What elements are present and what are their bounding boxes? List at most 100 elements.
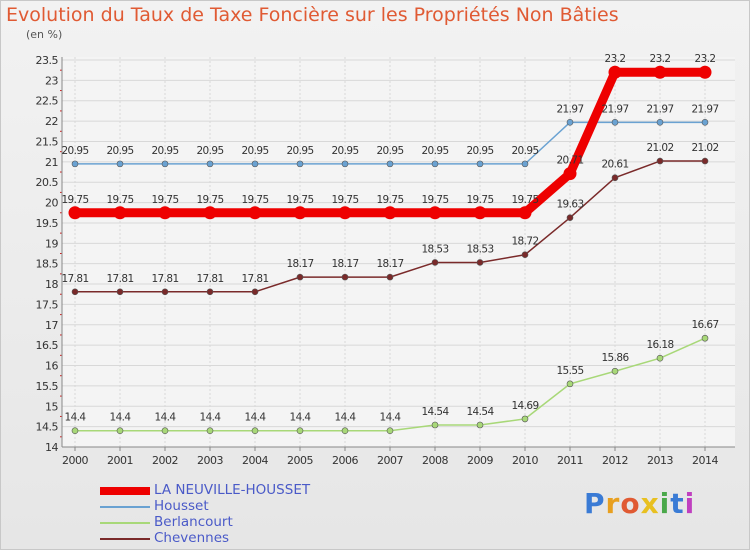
y-tick-label: 14.5 <box>36 421 59 434</box>
legend-label: Chevennes <box>154 530 230 546</box>
data-point <box>383 206 397 220</box>
data-label: 18.53 <box>466 243 493 255</box>
x-tick-label: 2005 <box>287 454 313 467</box>
logo-letter: i <box>659 487 671 520</box>
legend-item: LA NEUVILLE-HOUSSET <box>100 482 360 499</box>
data-point <box>206 427 214 435</box>
data-point <box>293 206 307 220</box>
data-point <box>566 119 574 126</box>
data-point <box>518 206 532 220</box>
logo-letter: t <box>670 487 685 520</box>
y-tick-label: 20.5 <box>36 176 59 189</box>
legend-label: LA NEUVILLE-HOUSSET <box>154 482 311 498</box>
data-label: 19.75 <box>466 194 493 206</box>
data-point <box>341 427 349 435</box>
y-tick-label: 21 <box>45 156 58 169</box>
data-point <box>566 214 574 221</box>
data-point <box>656 119 664 126</box>
y-tick-label: 15.5 <box>36 380 59 393</box>
data-point <box>296 160 304 168</box>
data-label: 14.4 <box>245 412 267 424</box>
data-point <box>611 119 619 126</box>
y-tick-label: 17.5 <box>36 298 59 311</box>
data-label: 20.95 <box>151 145 178 157</box>
data-label: 20.95 <box>376 145 403 157</box>
x-tick-label: 2003 <box>197 454 223 467</box>
data-label: 20.95 <box>241 145 268 157</box>
data-label: 19.75 <box>241 194 268 206</box>
logo-letter: x <box>640 487 660 520</box>
data-label: 23.2 <box>650 53 671 65</box>
data-point <box>608 65 622 79</box>
data-point <box>158 206 172 220</box>
data-point <box>68 206 82 220</box>
data-label: 19.75 <box>151 194 178 206</box>
data-label: 17.81 <box>61 273 88 285</box>
legend-swatch <box>100 487 150 495</box>
data-point <box>563 167 577 181</box>
data-point <box>341 273 349 281</box>
data-label: 14.4 <box>335 412 357 424</box>
data-label: 19.75 <box>511 194 538 206</box>
y-tick-label: 16 <box>45 360 58 373</box>
data-point <box>206 288 214 296</box>
proxiti-logo: Proxiti <box>584 487 695 520</box>
data-label: 21.97 <box>556 103 583 115</box>
data-point <box>611 174 619 182</box>
legend-item: Chevennes <box>100 530 360 547</box>
data-label: 15.55 <box>556 365 583 377</box>
data-label: 19.75 <box>61 194 88 206</box>
y-tick-label: 14 <box>45 441 58 454</box>
data-label: 20.95 <box>511 145 538 157</box>
data-point <box>701 334 709 342</box>
x-tick-label: 2013 <box>647 454 673 467</box>
data-point <box>251 427 259 435</box>
data-point <box>161 160 169 168</box>
data-label: 14.69 <box>511 400 538 412</box>
y-tick-label: 22 <box>45 115 58 128</box>
data-point <box>476 259 484 266</box>
data-point <box>296 273 304 281</box>
data-label: 21.02 <box>646 142 673 154</box>
legend-label: Berlancourt <box>154 514 233 530</box>
data-label: 14.4 <box>380 412 402 424</box>
data-label: 18.72 <box>511 236 538 248</box>
legend-item: Housset <box>100 498 360 515</box>
data-point <box>701 119 709 126</box>
data-label: 20.95 <box>286 145 313 157</box>
data-label: 21.97 <box>691 103 718 115</box>
data-label: 20.95 <box>196 145 223 157</box>
data-label: 14.4 <box>155 412 177 424</box>
x-tick-label: 2012 <box>602 454 628 467</box>
data-point <box>71 288 79 296</box>
y-tick-label: 18 <box>45 278 58 291</box>
data-point <box>161 427 169 435</box>
data-point <box>521 251 529 259</box>
data-label: 20.95 <box>421 145 448 157</box>
y-tick-label: 19.5 <box>36 217 59 230</box>
data-label: 18.17 <box>286 258 313 270</box>
data-point <box>473 206 487 220</box>
data-label: 21.02 <box>691 142 718 154</box>
data-label: 18.17 <box>376 258 403 270</box>
data-label: 17.81 <box>151 273 178 285</box>
data-point <box>698 65 712 79</box>
data-point <box>248 206 262 220</box>
y-tick-label: 20 <box>45 197 58 210</box>
legend-item: Berlancourt <box>100 514 360 531</box>
data-label: 17.81 <box>196 273 223 285</box>
logo-letter: P <box>584 487 606 520</box>
data-point <box>161 288 169 296</box>
data-label: 20.71 <box>556 155 583 167</box>
data-label: 17.81 <box>106 273 133 285</box>
data-point <box>431 160 439 168</box>
y-tick-label: 19 <box>45 237 58 250</box>
x-tick-label: 2001 <box>107 454 133 467</box>
data-label: 14.54 <box>421 406 449 418</box>
y-tick-label: 17 <box>45 319 58 332</box>
data-point <box>71 160 79 168</box>
data-label: 14.4 <box>65 412 87 424</box>
data-point <box>338 206 352 220</box>
y-tick-label: 15 <box>45 400 58 413</box>
